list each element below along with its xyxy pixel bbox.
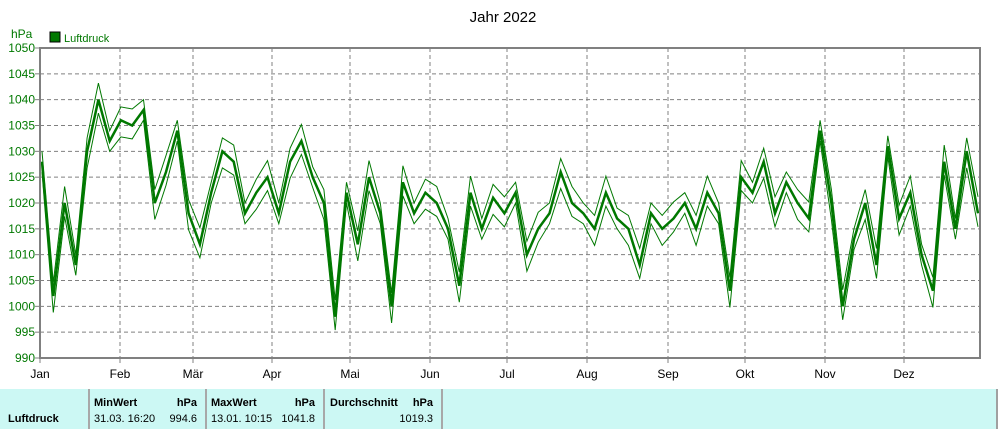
y-tick-label: 1005 xyxy=(8,274,35,288)
y-tick-label: 1020 xyxy=(8,196,35,210)
avg-unit: hPa xyxy=(412,397,433,409)
max-value: 1041.8 xyxy=(281,413,315,425)
pressure-chart: Jahr 2022 hPa Luftdruck 990 995 1000 1005 10… xyxy=(8,9,981,381)
max-unit: hPa xyxy=(294,397,315,409)
min-datetime: 31.03. 16:20 xyxy=(94,413,156,425)
max-header: MaxWert xyxy=(211,397,257,409)
x-tick-label: Mär xyxy=(183,367,204,381)
max-datetime: 13.01. 10:15 xyxy=(211,413,273,425)
y-tick-label: 1010 xyxy=(8,248,35,262)
x-tick-label: Okt xyxy=(736,367,755,381)
y-tick-label: 990 xyxy=(15,351,35,365)
stats-avg-col: Durchschnitt hPa 1019.3 xyxy=(325,389,443,429)
grid xyxy=(40,48,980,358)
min-value: 994.6 xyxy=(169,413,197,425)
legend-swatch-icon xyxy=(49,31,61,43)
x-tick-label: Aug xyxy=(576,367,597,381)
x-tick-label: Sep xyxy=(657,367,679,381)
x-tick-label: Dez xyxy=(893,367,914,381)
y-tick-label: 1030 xyxy=(8,144,35,158)
avg-value: 1019.3 xyxy=(399,413,433,425)
plot-frame xyxy=(39,47,981,359)
stats-row-label: Luftdruck xyxy=(8,413,59,425)
y-tick-label: 1015 xyxy=(8,222,35,236)
min-unit: hPa xyxy=(176,397,197,409)
y-tick-label: 995 xyxy=(15,325,35,339)
min-header: MinWert xyxy=(94,397,138,409)
y-tick-label: 1050 xyxy=(8,41,35,55)
avg-header: Durchschnitt xyxy=(330,397,398,409)
y-tick-label: 1040 xyxy=(8,93,35,107)
y-tick-label: 1000 xyxy=(8,299,35,313)
y-tick-label: 1045 xyxy=(8,67,35,81)
stats-label-col: Luftdruck xyxy=(0,389,90,429)
chart-title: Jahr 2022 xyxy=(470,9,537,26)
series-luftdruck xyxy=(40,82,980,331)
legend-label: Luftdruck xyxy=(64,33,110,45)
x-tick-label: Apr xyxy=(263,367,282,381)
x-tick-label: Jan xyxy=(30,367,49,381)
x-tick-label: Jun xyxy=(420,367,439,381)
legend: Luftdruck xyxy=(49,31,110,45)
stats-max-col: MaxWert hPa 13.01. 10:15 1041.8 xyxy=(207,389,325,429)
x-tick-label: Jul xyxy=(499,367,514,381)
stats-min-col: MinWert hPa 31.03. 16:20 994.6 xyxy=(90,389,207,429)
y-tick-label: 1025 xyxy=(8,170,35,184)
x-tick-label: Feb xyxy=(110,367,131,381)
stats-table: Luftdruck MinWert hPa 31.03. 16:20 994.6… xyxy=(0,389,998,429)
y-axis-unit: hPa xyxy=(11,27,33,41)
x-axis: Jan Feb Mär Apr Mai Jun Jul Aug Sep Okt Nov Dez xyxy=(30,358,915,381)
x-tick-label: Nov xyxy=(814,367,835,381)
x-tick-label: Mai xyxy=(340,367,359,381)
y-axis: 990 995 1000 1005 1010 1015 1020 1025 1030 1035 10… xyxy=(8,41,40,365)
y-tick-label: 1035 xyxy=(8,119,35,133)
